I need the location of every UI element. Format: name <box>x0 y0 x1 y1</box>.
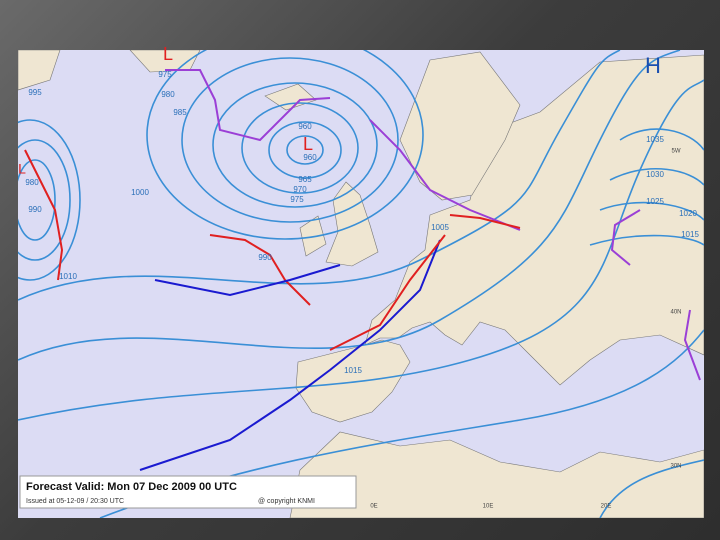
fronts <box>24 69 701 471</box>
isobar-label: 980 <box>161 90 175 99</box>
isobar-label: 985 <box>173 108 187 117</box>
copyright: @ copyright KNMI <box>258 498 315 505</box>
footer-box <box>19 475 357 509</box>
isobar-label: 1020 <box>679 209 697 218</box>
grid-label: 20E <box>601 504 612 510</box>
isobar-label: 1010 <box>59 272 77 281</box>
isobar-label: 1025 <box>646 197 664 206</box>
pressure-center: H <box>645 53 661 78</box>
isobar-label: 1005 <box>431 223 449 232</box>
grid-label: 40N <box>670 310 681 316</box>
isobar-label: 990 <box>28 205 42 214</box>
isobar-label: 1035 <box>646 135 664 144</box>
isobar-label: 980 <box>25 178 39 187</box>
isobar-label: 975 <box>158 70 172 79</box>
isobar-label: 990 <box>258 253 272 262</box>
grid-label: 30N <box>670 464 681 470</box>
pressure-center: L <box>163 44 173 64</box>
isobar-label: 975 <box>290 195 304 204</box>
grid-label: 10E <box>483 504 494 510</box>
forecast-valid: Forecast Valid: Mon 07 Dec 2009 00 UTC <box>26 481 237 493</box>
land <box>18 50 704 518</box>
isobar-label: 965 <box>298 175 312 184</box>
grid-label: 0E <box>370 504 377 510</box>
isobar-label: 1000 <box>131 188 149 197</box>
isobar-label: 970 <box>293 185 307 194</box>
isobars <box>18 50 704 518</box>
isobar-label: 1015 <box>681 230 699 239</box>
pressure-center: L <box>18 161 26 177</box>
isobar-label: 995 <box>28 88 42 97</box>
isobar-label: 960 <box>303 153 317 162</box>
issued-time: Issued at 05-12-09 / 20:30 UTC <box>26 498 124 505</box>
pressure-center: L <box>303 134 313 154</box>
isobar-label: 960 <box>298 122 312 131</box>
isobar-label: 1030 <box>646 170 664 179</box>
grid-label: 5W <box>672 149 681 155</box>
isobar-label: 1015 <box>344 366 362 375</box>
